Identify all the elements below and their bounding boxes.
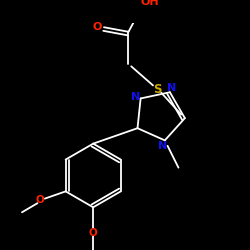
Text: S: S <box>153 82 162 96</box>
Text: N: N <box>158 141 168 151</box>
Text: O: O <box>36 196 44 205</box>
Text: N: N <box>167 83 176 93</box>
Text: N: N <box>132 92 141 102</box>
Text: O: O <box>93 22 102 32</box>
Text: OH: OH <box>140 0 159 7</box>
Text: O: O <box>89 228 98 238</box>
